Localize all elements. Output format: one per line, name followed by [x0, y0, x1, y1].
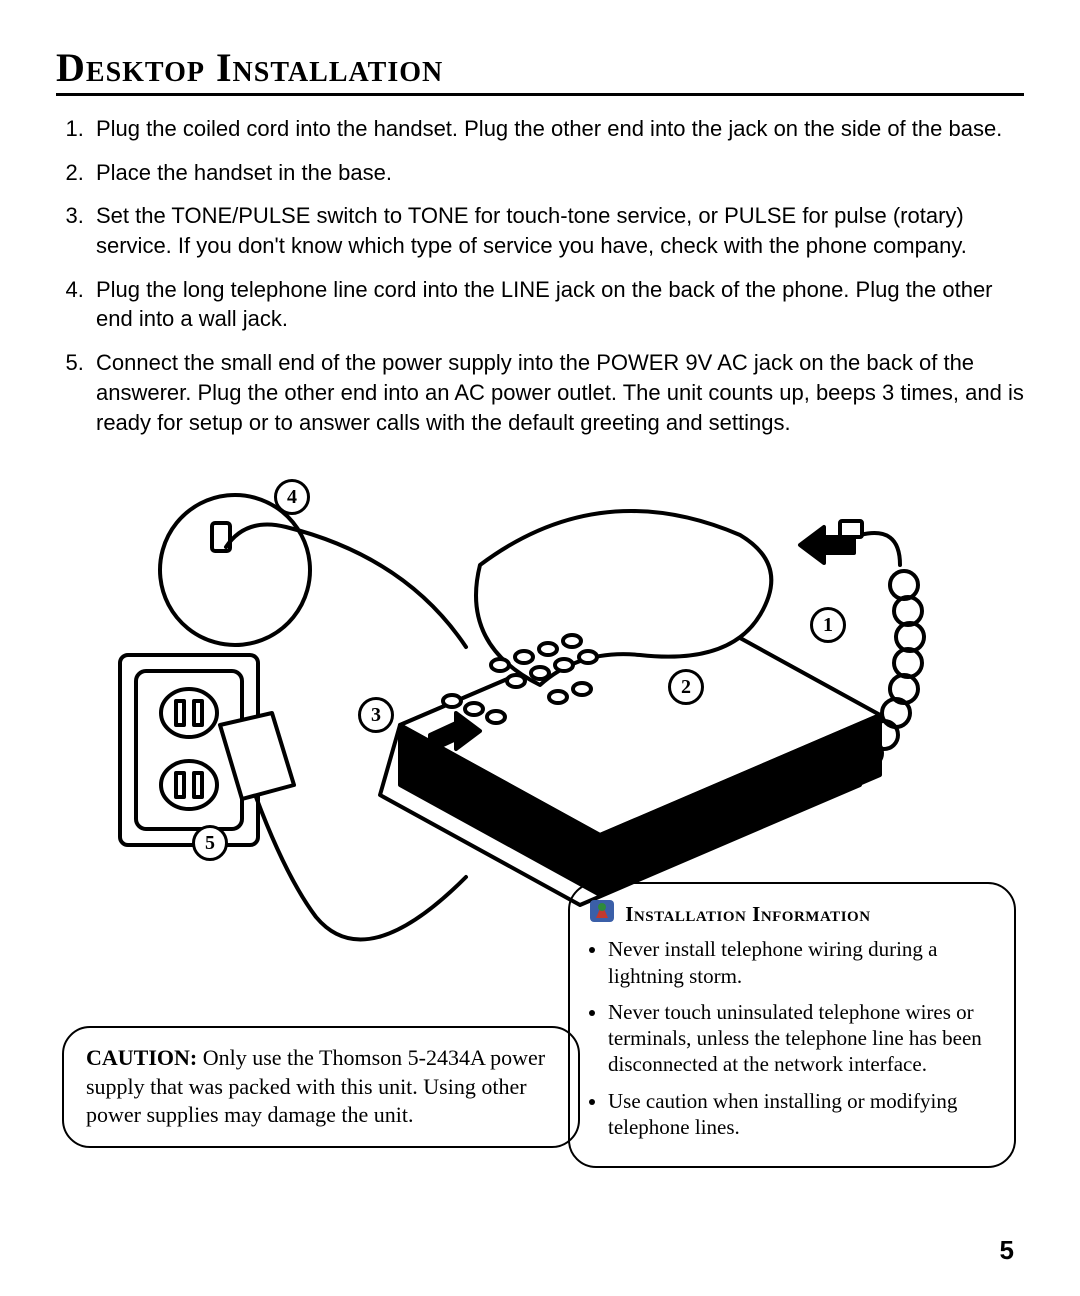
step-3: Set the TONE/PULSE switch to TONE for to… [90, 201, 1024, 260]
caution-box: CAUTION: Only use the Thomson 5-2434A po… [62, 1026, 580, 1148]
installation-steps: Plug the coiled cord into the handset. P… [60, 114, 1024, 437]
info-icon [588, 898, 616, 930]
info-title: Installation Information [625, 901, 870, 927]
callout-5: 5 [192, 825, 228, 861]
page-number: 5 [1000, 1235, 1014, 1266]
info-item-2: Never touch uninsulated telephone wires … [608, 999, 996, 1078]
manual-page: Desktop Installation Plug the coiled cor… [0, 0, 1080, 1296]
step-1: Plug the coiled cord into the handset. P… [90, 114, 1024, 144]
info-item-3: Use caution when installing or modifying… [608, 1088, 996, 1141]
page-title: Desktop Installation [56, 44, 1024, 96]
step-4: Plug the long telephone line cord into t… [90, 275, 1024, 334]
caution-label: CAUTION: [86, 1045, 197, 1070]
info-list: Never install telephone wiring during a … [588, 936, 996, 1140]
info-item-1: Never install telephone wiring during a … [608, 936, 996, 989]
installation-info-box: Installation Information Never install t… [568, 882, 1016, 1168]
step-2: Place the handset in the base. [90, 158, 1024, 188]
step-5: Connect the small end of the power suppl… [90, 348, 1024, 437]
callout-3: 3 [358, 697, 394, 733]
callout-2: 2 [668, 669, 704, 705]
callout-1: 1 [810, 607, 846, 643]
callout-4: 4 [274, 479, 310, 515]
